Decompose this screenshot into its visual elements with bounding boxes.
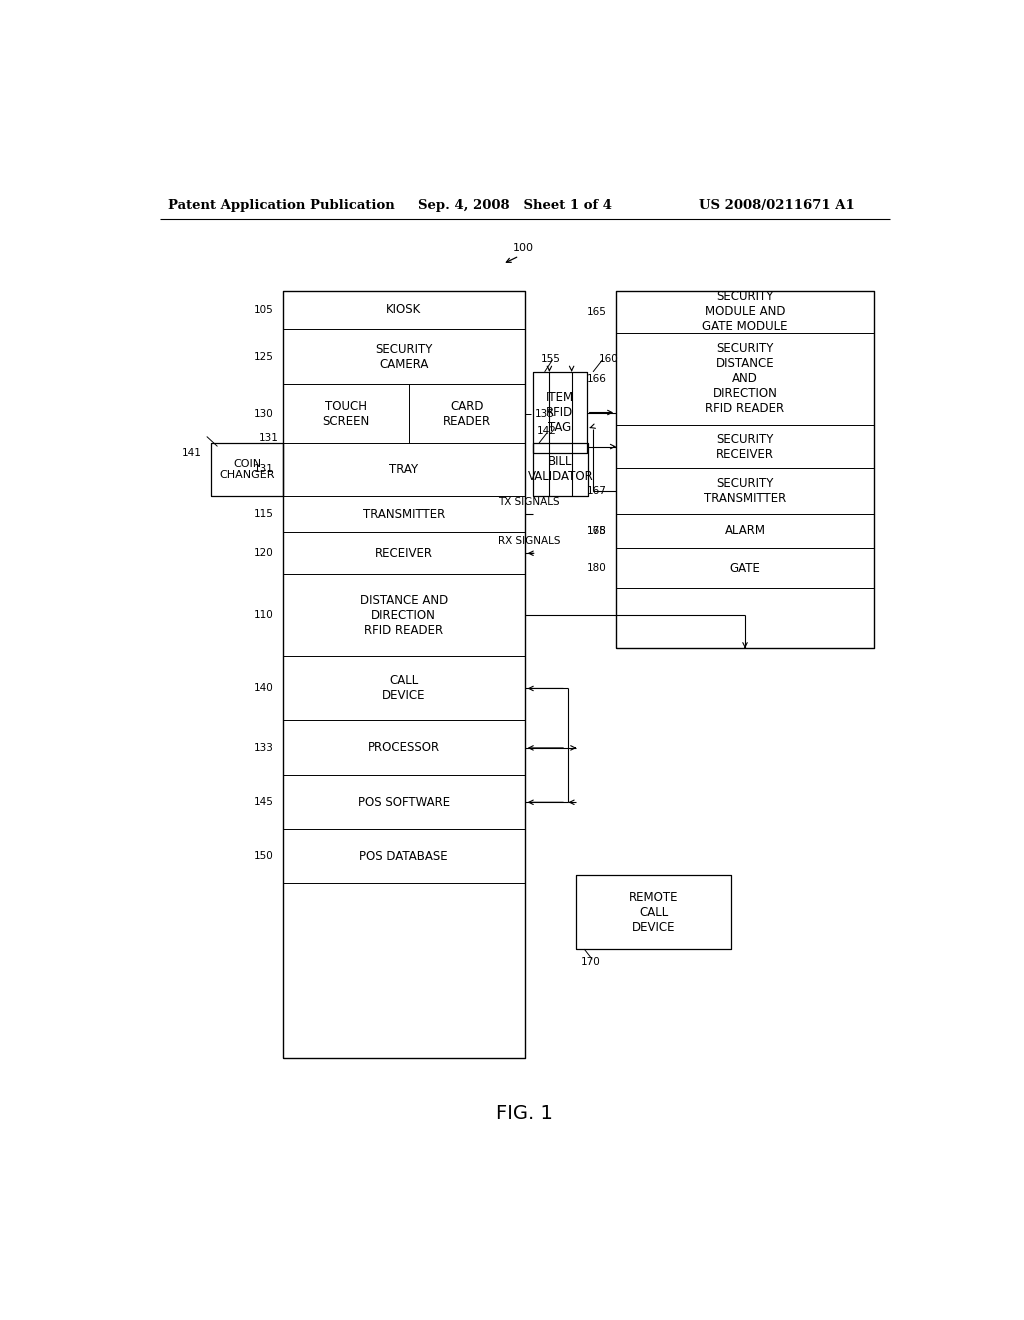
Text: 175: 175 [587,525,606,536]
Text: 110: 110 [254,610,273,620]
Text: 130: 130 [254,408,273,418]
Text: RECEIVER: RECEIVER [375,546,433,560]
Text: Patent Application Publication: Patent Application Publication [168,199,394,213]
Text: 142: 142 [537,426,557,436]
Text: 166: 166 [587,374,606,384]
Text: 100: 100 [513,243,534,253]
Text: 165: 165 [587,306,606,317]
Text: 115: 115 [253,510,273,519]
Text: 167: 167 [587,486,606,496]
Text: BILL
VALIDATOR: BILL VALIDATOR [527,455,593,483]
Text: TRAY: TRAY [389,463,419,477]
Text: 125: 125 [253,351,273,362]
Text: 141: 141 [182,449,202,458]
Text: 131: 131 [253,465,273,474]
Text: RX SIGNALS: RX SIGNALS [498,536,560,546]
Text: 180: 180 [587,564,606,573]
Text: DISTANCE AND
DIRECTION
RFID READER: DISTANCE AND DIRECTION RFID READER [359,594,447,636]
Text: COIN
CHANGER: COIN CHANGER [219,458,274,480]
Text: TRANSMITTER: TRANSMITTER [362,508,444,520]
Text: FIG. 1: FIG. 1 [497,1105,553,1123]
Text: REMOTE
CALL
DEVICE: REMOTE CALL DEVICE [629,891,679,933]
Text: 160: 160 [599,354,618,363]
Text: 131: 131 [259,433,279,444]
Text: 150: 150 [254,851,273,861]
Text: 145: 145 [253,797,273,808]
Text: ITEM
RFID
TAG: ITEM RFID TAG [546,391,573,434]
Text: ALARM: ALARM [725,524,766,537]
Text: GATE: GATE [729,561,761,574]
Text: SECURITY
TRANSMITTER: SECURITY TRANSMITTER [703,478,786,506]
Text: POS SOFTWARE: POS SOFTWARE [357,796,450,809]
Text: 170: 170 [581,957,600,968]
Text: 120: 120 [254,548,273,558]
Text: PROCESSOR: PROCESSOR [368,742,440,755]
Text: US 2008/0211671 A1: US 2008/0211671 A1 [699,199,855,213]
Text: 133: 133 [253,743,273,752]
Text: TX SIGNALS: TX SIGNALS [498,496,559,507]
Text: CARD
READER: CARD READER [442,400,490,428]
Text: POS DATABASE: POS DATABASE [359,850,449,863]
Text: SECURITY
DISTANCE
AND
DIRECTION
RFID READER: SECURITY DISTANCE AND DIRECTION RFID REA… [706,342,784,416]
Text: SECURITY
RECEIVER: SECURITY RECEIVER [716,433,774,461]
Text: 135: 135 [535,408,554,418]
Text: Sep. 4, 2008   Sheet 1 of 4: Sep. 4, 2008 Sheet 1 of 4 [418,199,611,213]
Text: SECURITY
MODULE AND
GATE MODULE: SECURITY MODULE AND GATE MODULE [702,290,787,334]
Text: 168: 168 [587,525,606,536]
Text: 105: 105 [254,305,273,315]
Text: 155: 155 [541,354,560,363]
Text: CALL
DEVICE: CALL DEVICE [382,675,426,702]
Text: 140: 140 [254,684,273,693]
Text: TOUCH
SCREEN: TOUCH SCREEN [323,400,370,428]
Text: SECURITY
CAMERA: SECURITY CAMERA [375,343,432,371]
Text: KIOSK: KIOSK [386,304,422,317]
